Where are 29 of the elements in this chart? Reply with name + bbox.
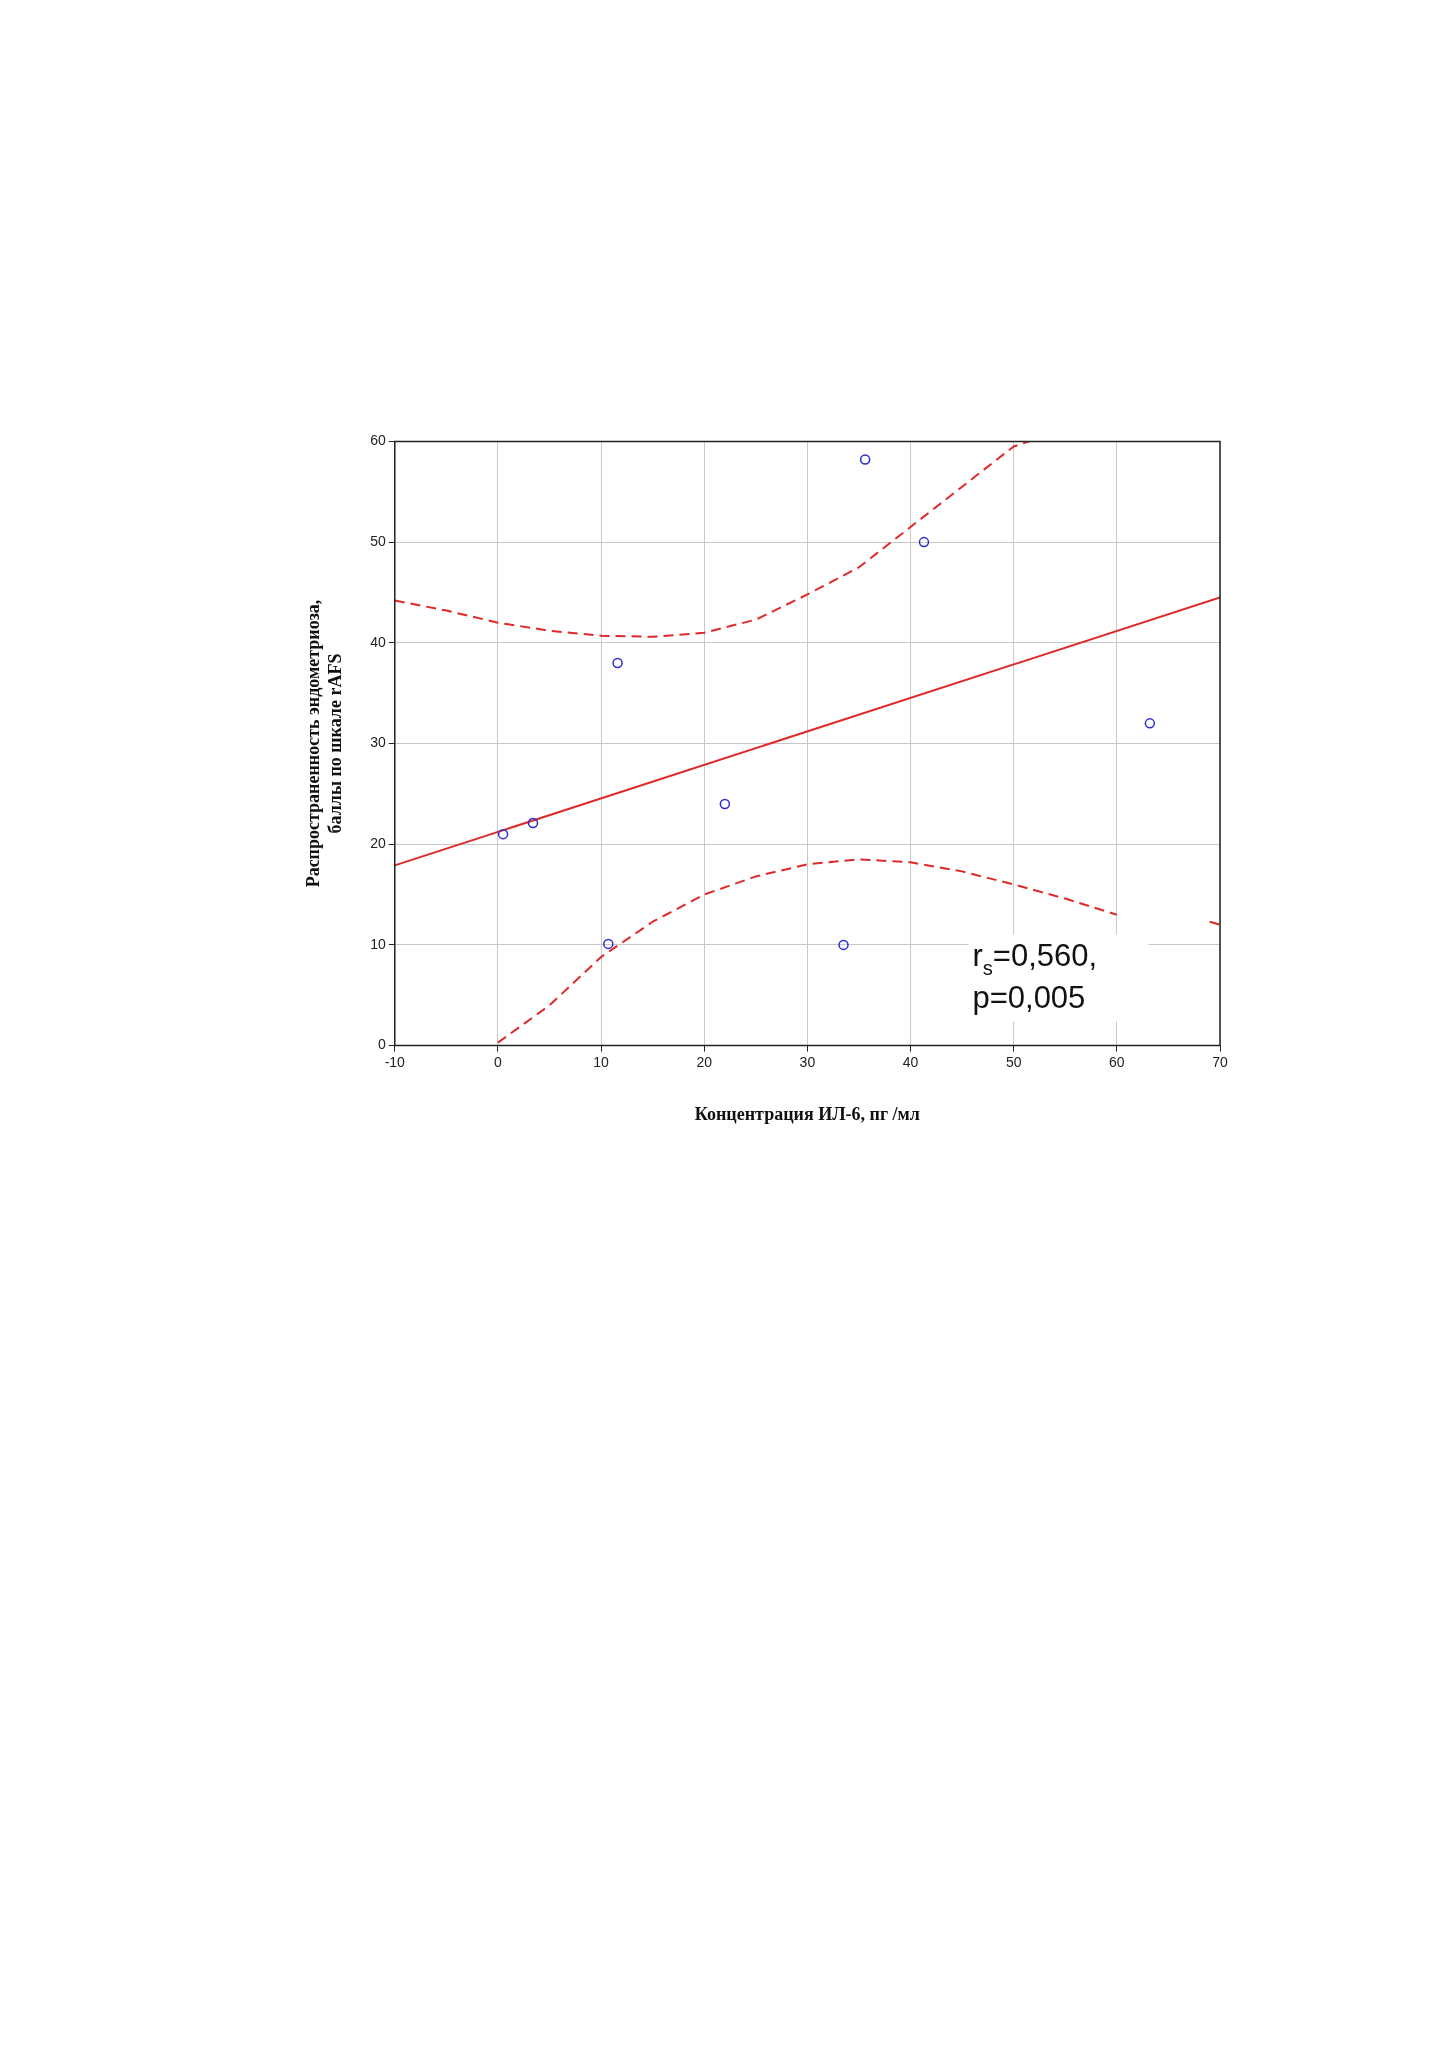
point bbox=[838, 939, 849, 951]
x-tick-label: 10 bbox=[593, 1053, 610, 1070]
x-tick-label: 70 bbox=[1212, 1053, 1228, 1070]
x-tick-label: 30 bbox=[799, 1053, 816, 1070]
y-tick-label: 20 bbox=[370, 835, 386, 852]
y-tick-label: 60 bbox=[370, 432, 386, 449]
x-tick-label: -10 bbox=[384, 1053, 406, 1070]
y-tick-label: 50 bbox=[370, 532, 386, 549]
point bbox=[497, 828, 509, 840]
y-tick-label: 30 bbox=[370, 734, 386, 751]
point bbox=[1144, 718, 1156, 729]
y-tick-label: 0 bbox=[377, 1036, 386, 1053]
x-tick-label: 40 bbox=[902, 1053, 919, 1070]
y-axis-title: Распространенность эндометриоза, баллы по шкале rAFS bbox=[303, 599, 346, 888]
x-tick-label: 20 bbox=[696, 1053, 713, 1070]
y-tick-label: 10 bbox=[370, 935, 386, 952]
y-tick-label: 40 bbox=[370, 633, 386, 650]
point bbox=[859, 454, 871, 465]
x-tick-label: 50 bbox=[1005, 1053, 1022, 1070]
point bbox=[603, 938, 614, 950]
x-tick-label: 0 bbox=[494, 1053, 503, 1070]
x-axis-title: Концентрация ИЛ-6, пг /мл bbox=[694, 1103, 920, 1124]
line-series bbox=[394, 441, 1031, 638]
point bbox=[527, 817, 539, 829]
annotation: p=0,005 bbox=[972, 979, 1086, 1015]
point bbox=[719, 798, 731, 810]
x-tick-label: 60 bbox=[1109, 1053, 1125, 1070]
point bbox=[612, 657, 623, 669]
point bbox=[918, 536, 930, 548]
